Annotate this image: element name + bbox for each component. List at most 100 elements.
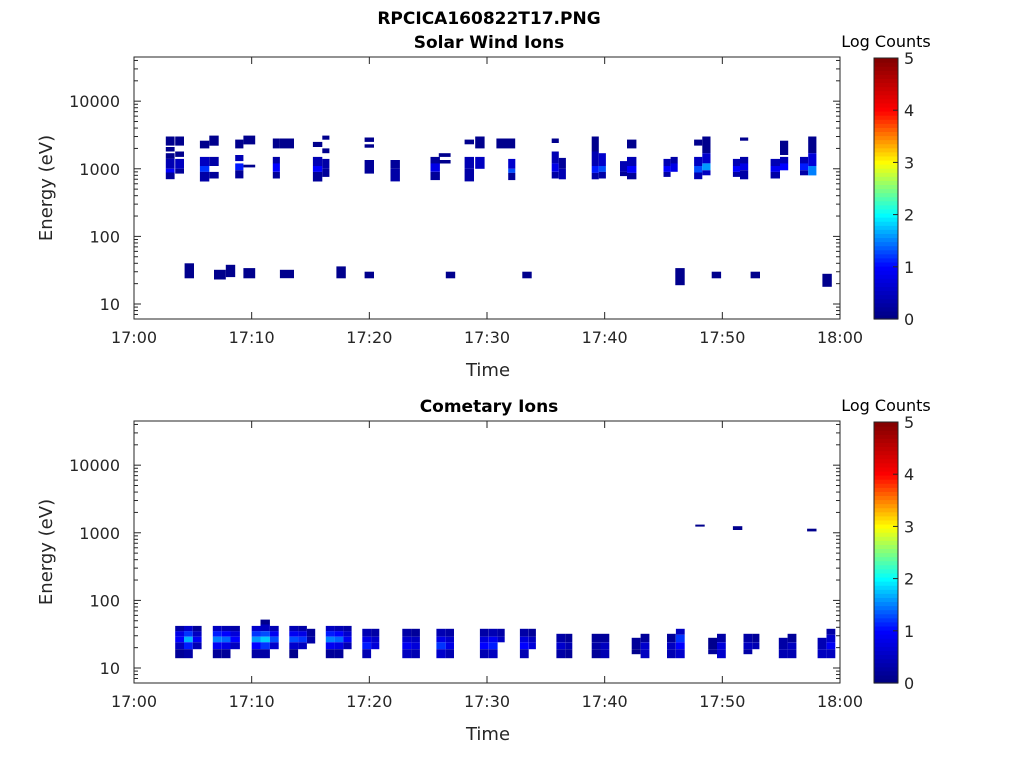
colorbar-tick-label: 3 [904,153,914,172]
heatmap-cell [260,619,270,625]
colorbar-segment [874,208,898,214]
heatmap-cell [800,156,809,164]
colorbar-segment [874,523,898,529]
heatmap-cell [436,628,446,637]
heatmap-cell [175,642,184,650]
colorbar-segment [874,568,898,574]
colorbar-tick-label: 2 [904,570,914,589]
colorbar-segment [874,66,898,71]
colorbar-frame [873,57,899,320]
heatmap-cell [695,524,705,527]
colorbar-segment [874,446,898,452]
heatmap-cell [269,631,279,637]
colorbar-segment [874,483,898,488]
heatmap-cell [519,636,529,643]
colorbar-segment [874,310,898,316]
heatmap-cell [740,137,749,141]
heatmap-cell [402,649,412,659]
colorbar-segment [874,143,898,149]
heatmap-cell [519,642,529,650]
heatmap-cell [808,136,817,154]
colorbar-segment [874,634,898,639]
colorbar-segment [874,78,898,84]
heatmap-cell [209,156,219,166]
heatmap-cell [436,636,446,643]
x-tick-label: 17:10 [229,328,275,347]
heatmap-cell [565,649,573,659]
heatmap-cell [497,636,505,643]
heatmap-cell [272,163,280,172]
colorbar-segment [874,548,898,554]
heatmap-cell [430,171,440,181]
colorbar-segment [874,487,898,492]
heatmap-cell [199,166,210,172]
heatmap-cell [272,138,280,149]
colorbar-segment [874,298,898,304]
colorbar-segment [874,233,898,239]
heatmap-cell [551,138,559,143]
heatmap-cell [702,163,711,171]
x-tick-label: 17:50 [699,328,745,347]
heatmap-cell [780,156,789,164]
heatmap-cell [175,168,184,174]
colorbar-segment [874,470,898,476]
heatmap-cell [591,633,601,643]
panel-cometary-ions: Cometary Ions 17:00 17:10 17:20 17:30 17:40 1… [36,396,931,745]
y-axis-label: Energy (eV) [36,135,57,241]
colorbar-tick-label: 4 [904,465,914,484]
heatmap-cell [243,164,256,168]
heatmap-cell [289,642,299,650]
colorbar-segment [874,253,898,259]
heatmap-cell [364,144,374,148]
heatmap-cell [184,649,193,659]
colorbar-segment [874,151,898,157]
y-tick-label: 1000 [79,524,120,543]
colorbar-segment [874,450,898,456]
colorbar-segment [874,159,898,165]
heatmap-cell [260,649,270,659]
heatmap-cell [175,649,184,659]
heatmap-cell [411,628,420,637]
heatmap-cell [675,634,685,643]
colorbar-segment [874,123,898,128]
colorbar-segment [874,438,898,443]
heatmap-cell [362,642,372,650]
colorbar-segment [874,286,898,292]
colorbar-segment [874,613,898,619]
heatmap-cell [591,151,599,166]
heatmap-cell [558,168,566,180]
heatmap-cell [390,160,400,169]
colorbar-segment [874,426,898,431]
heatmap-cell [312,141,323,147]
heatmap-cell [165,172,175,180]
colorbar-segment [874,204,898,210]
heatmap-cell [289,649,299,659]
heatmap-cell [740,170,749,180]
heatmap-cell [591,649,601,659]
heatmap-cell [175,136,184,146]
x-tick-label: 18:00 [817,328,863,347]
heatmap-cell [556,633,566,643]
y-tick-label: 10 [100,659,120,678]
colorbar: 0 1 2 3 4 5 [873,413,914,693]
heatmap-cell [620,171,628,177]
heatmap-cell [411,642,420,650]
heatmap-cell [675,649,685,659]
colorbar-segment [874,605,898,611]
heatmap-cell [402,636,412,643]
heatmap-cell [770,171,780,179]
colorbar-segment [874,434,898,439]
colorbar-segment [874,225,898,230]
heatmap-cell [364,137,374,142]
colorbar-segment [874,82,898,88]
heatmap-cell [343,642,352,650]
heatmap-cell [402,628,412,637]
axis-ticks: 17:00 17:10 17:20 17:30 17:40 17:50 18:00 10 100… [69,57,863,347]
heatmap-cell [272,156,280,164]
colorbar-segment [874,135,898,141]
heatmap-cell [598,166,606,172]
heatmap-cell [260,636,270,643]
colorbar-segment [874,192,898,198]
heatmap-cell [598,171,606,179]
x-tick-label: 17:20 [346,328,392,347]
